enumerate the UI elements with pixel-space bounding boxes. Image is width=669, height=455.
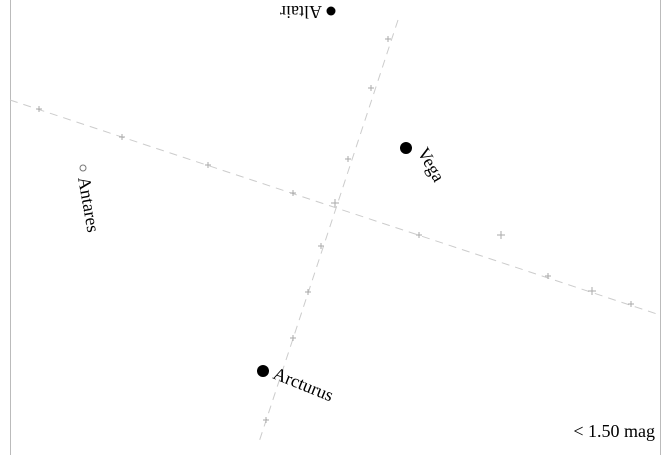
grid-line: [257, 19, 399, 446]
star-marker: [326, 6, 336, 16]
star-marker: [400, 142, 412, 154]
magnitude-legend: < 1.50 mag: [573, 421, 655, 441]
grid-line: [9, 99, 661, 316]
star-marker: [79, 164, 87, 172]
grid-ticks: [36, 36, 634, 423]
star-marker: [257, 365, 269, 377]
star-label: Altair: [280, 2, 322, 22]
